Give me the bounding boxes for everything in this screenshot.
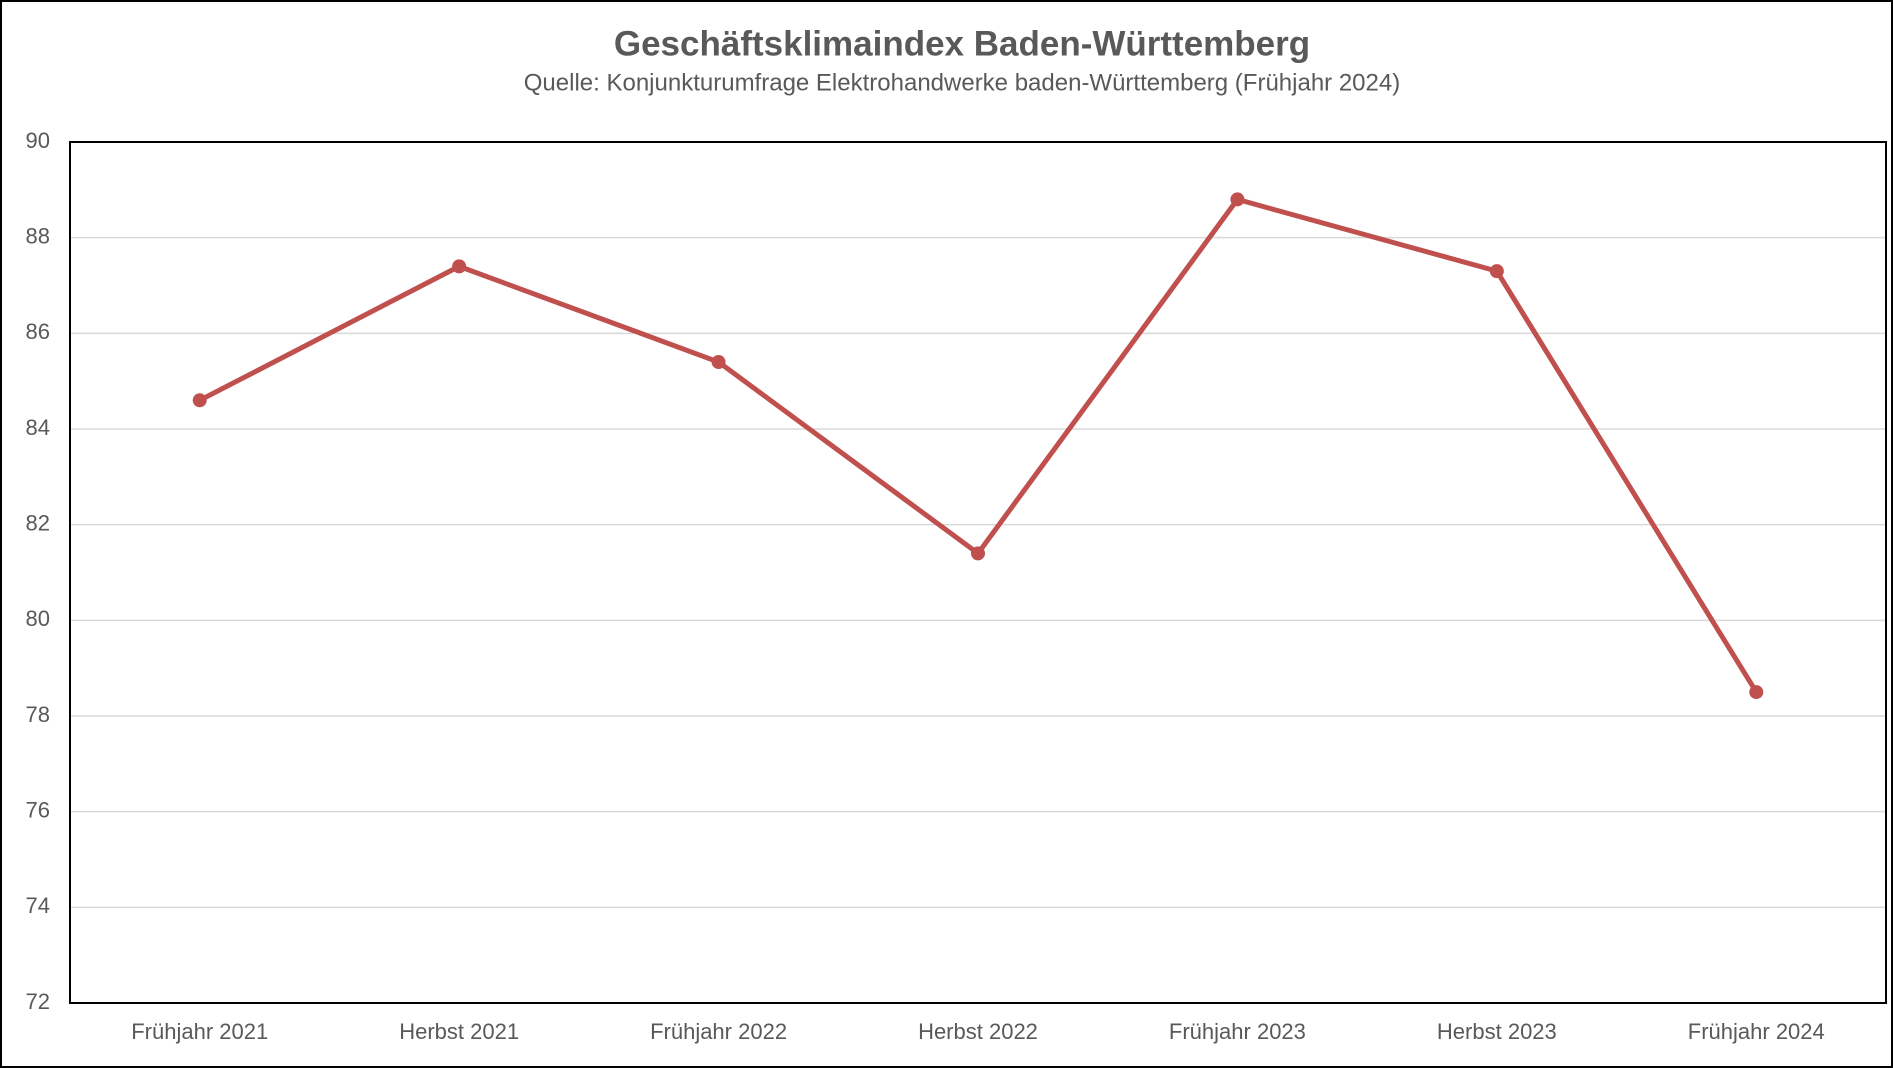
data-point <box>1749 685 1764 700</box>
y-tick-label: 82 <box>26 510 50 535</box>
x-tick-label: Frühjahr 2022 <box>650 1019 787 1044</box>
y-tick-label: 72 <box>26 989 50 1014</box>
x-tick-label: Frühjahr 2021 <box>131 1019 268 1044</box>
y-tick-label: 80 <box>26 606 50 631</box>
y-tick-label: 88 <box>26 223 50 248</box>
line-series <box>198 196 1759 694</box>
data-point <box>192 393 207 408</box>
y-tick-label: 74 <box>26 893 50 918</box>
y-tick-label: 90 <box>26 128 50 153</box>
data-point <box>1489 264 1504 279</box>
chart-subtitle: Quelle: Konjunkturumfrage Elektrohandwer… <box>524 69 1400 96</box>
data-point <box>971 546 985 561</box>
x-tick-label: Frühjahr 2023 <box>1169 1019 1306 1044</box>
x-tick-label: Frühjahr 2024 <box>1688 1019 1825 1044</box>
data-point <box>1230 192 1245 207</box>
x-tick-label: Herbst 2021 <box>399 1019 519 1044</box>
y-tick-label: 78 <box>26 702 50 727</box>
data-point <box>711 355 726 370</box>
data-point <box>452 259 467 274</box>
x-tick-label: Herbst 2022 <box>918 1019 1038 1044</box>
chart-title: Geschäftsklimaindex Baden-Württemberg <box>614 24 1310 63</box>
plot-frame <box>69 141 1887 1004</box>
y-tick-label: 76 <box>26 797 50 822</box>
y-tick-label: 84 <box>26 415 50 440</box>
x-tick-label: Herbst 2023 <box>1437 1019 1557 1044</box>
y-tick-label: 86 <box>26 319 50 344</box>
